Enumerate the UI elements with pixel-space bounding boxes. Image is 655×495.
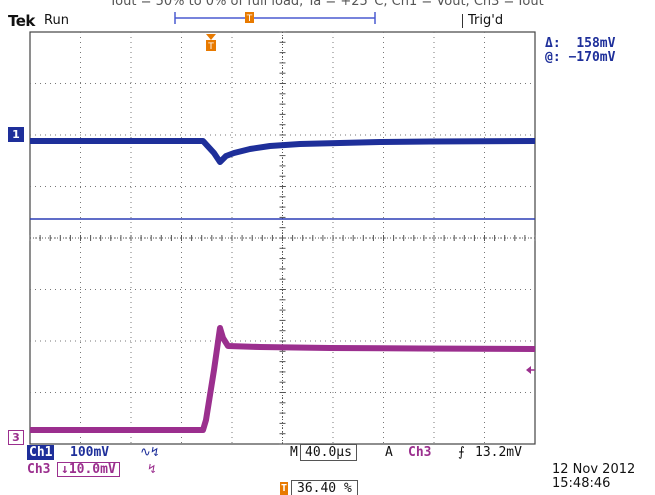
cursor-readout: Δ: 158mV @: −170mV	[545, 37, 615, 65]
ch1-ground-marker[interactable]: 1	[8, 127, 24, 142]
ch3-tag[interactable]: Ch3	[27, 462, 51, 477]
ch3-scale[interactable]: ↓10.0mV	[57, 462, 120, 477]
svg-text:T: T	[246, 14, 253, 24]
delta-value: 158mV	[576, 36, 616, 51]
record-length-bar	[174, 12, 376, 24]
horizontal-position-icon: T	[280, 482, 289, 495]
ch1-waveform	[30, 138, 536, 165]
date-label: 12 Nov 2012	[552, 462, 636, 477]
ch1-tag[interactable]: Ch1	[27, 445, 55, 460]
at-label: @:	[545, 50, 561, 65]
trigger-separator	[462, 14, 463, 28]
trigger-slope-icon: ⨍	[458, 445, 465, 460]
delta-label: Δ:	[545, 36, 561, 51]
ch3-waveform	[30, 325, 536, 433]
horizontal-position-value[interactable]: 36.40 %	[291, 480, 358, 495]
at-value: −170mV	[568, 50, 616, 65]
trigger-state-label: Trig'd	[468, 13, 504, 28]
svg-text:T: T	[207, 42, 214, 52]
ch1-coupling-icon: ∿↯	[140, 445, 159, 460]
figure-caption: Iout = 50% to 0% of full load, Ta = +25°…	[111, 0, 544, 8]
brand-logo: Tek	[8, 12, 35, 30]
time-label: 15:48:46	[552, 476, 611, 491]
record-trigger-icon: T	[245, 12, 254, 24]
run-state-label[interactable]: Run	[44, 13, 69, 28]
ch1-scale[interactable]: 100mV	[70, 445, 110, 460]
ch3-coupling-icon: ↯	[148, 462, 156, 477]
trigger-position-marker[interactable]: T	[206, 34, 216, 52]
ch3-ground-marker[interactable]: 3	[8, 430, 24, 445]
trigger-level[interactable]: 13.2mV	[475, 445, 522, 460]
timebase-label: M	[290, 445, 298, 460]
trigger-level-arrow[interactable]	[526, 366, 531, 374]
timebase-value[interactable]: 40.0µs	[300, 444, 357, 461]
trigger-source[interactable]: Ch3	[408, 445, 432, 460]
graticule-grid	[29, 31, 536, 445]
trigger-mode: A	[385, 445, 393, 460]
